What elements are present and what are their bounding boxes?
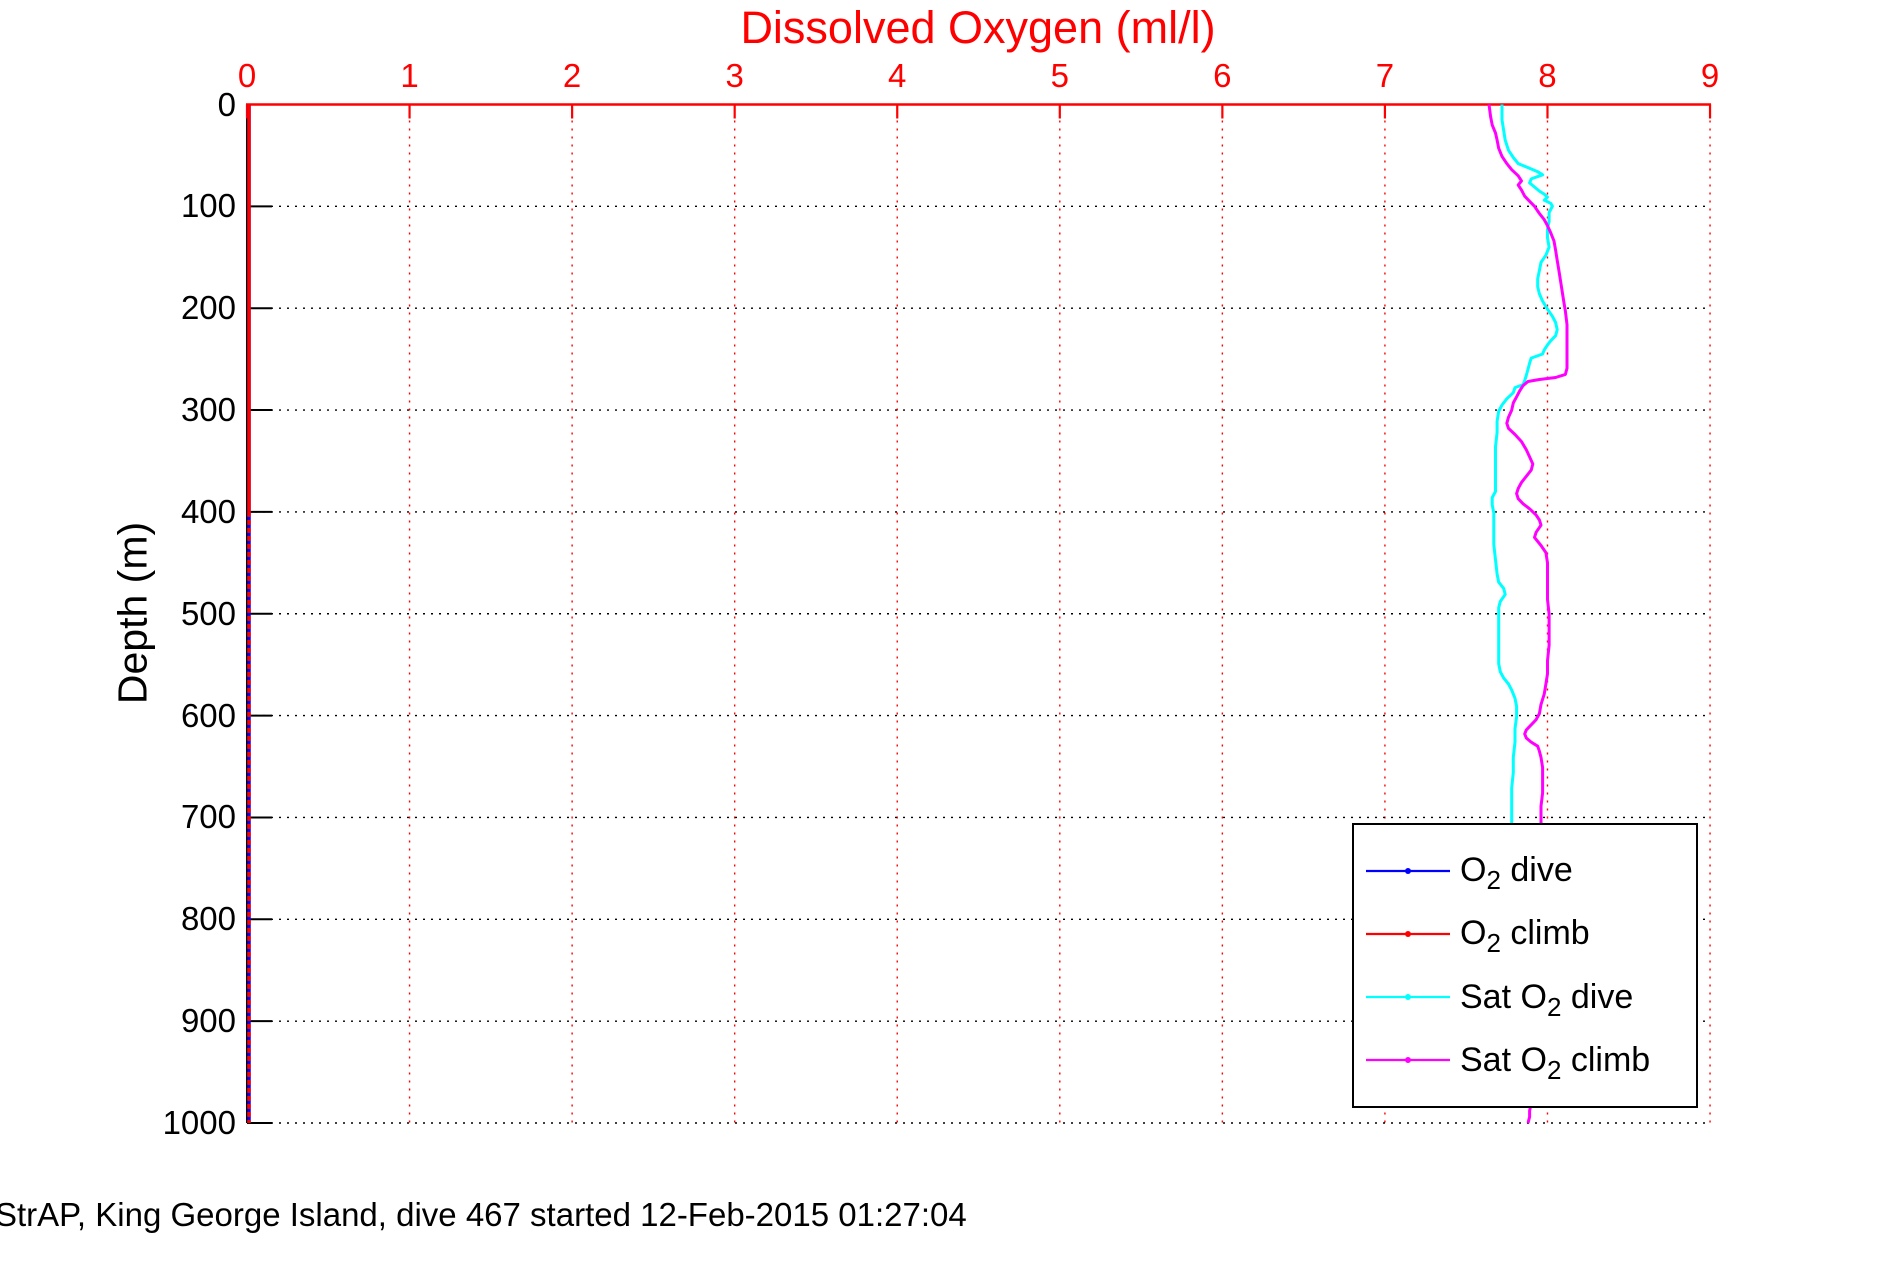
legend-marker-o2-dive (1405, 867, 1411, 874)
x-tick-label-0: 0 (237, 57, 257, 94)
figure-caption: StrAP, King George Island, dive 467 star… (0, 1196, 967, 1233)
y-tick-label-700: 700 (180, 798, 236, 836)
legend-sample-line-o2-climb (1366, 930, 1450, 937)
y-tick-label-900: 900 (180, 1002, 236, 1040)
legend-sample-line-o2-dive (1366, 867, 1450, 874)
x-tick-label-8: 8 (1538, 57, 1557, 94)
x-tick-label-9: 9 (1700, 57, 1720, 94)
legend-sample-line-sat-o2-dive (1366, 994, 1450, 1001)
y-tick-label-200: 200 (180, 289, 236, 327)
x-tick-label-7: 7 (1375, 57, 1395, 94)
x-tick-label-2: 2 (562, 57, 582, 94)
legend-sample-line-sat-o2-climb (1366, 1057, 1450, 1064)
x-tick-label-5: 5 (1050, 57, 1069, 94)
legend-marker-sat-o2-climb (1405, 1057, 1411, 1064)
legend-label-sat-o2-climb: Sat O2 climb (1460, 1040, 1651, 1085)
legend-marker-sat-o2-dive (1405, 994, 1411, 1001)
y-tick-label-300: 300 (180, 391, 236, 429)
legend-item-o2-climb: O2 climb (1354, 902, 1696, 965)
legend-item-sat-o2-climb: Sat O2 climb (1354, 1029, 1696, 1092)
trace-sat-o2-climb (1487, 104, 1569, 1124)
y-tick-label-0: 0 (217, 85, 236, 123)
y-tick-label-100: 100 (180, 187, 236, 225)
legend-marker-o2-climb (1405, 930, 1411, 937)
y-tick-label-400: 400 (180, 492, 236, 530)
legend-label-o2-climb: O2 climb (1460, 914, 1590, 959)
legend: O2 dive O2 climb Sat O2 dive Sat O2 climb (1352, 823, 1698, 1108)
chart-title: Dissolved Oxygen (ml/l) (740, 2, 1216, 53)
legend-label-sat-o2-dive: Sat O2 dive (1460, 977, 1634, 1022)
y-tick-label-800: 800 (180, 900, 236, 938)
legend-item-sat-o2-dive: Sat O2 dive (1354, 966, 1696, 1029)
legend-label-o2-dive: O2 dive (1460, 851, 1573, 895)
x-tick-label-1: 1 (400, 57, 419, 94)
x-tick-label-6: 6 (1213, 57, 1232, 94)
y-axis-label: Depth (m) (109, 521, 156, 705)
y-tick-label-500: 500 (180, 594, 236, 632)
y-tick-label-1000: 1000 (162, 1104, 236, 1141)
trace-sat-o2-dive (1490, 104, 1559, 828)
legend-item-o2-dive: O2 dive (1354, 839, 1696, 902)
x-tick-label-3: 3 (725, 57, 744, 94)
y-tick-label-600: 600 (180, 696, 236, 734)
x-tick-label-4: 4 (888, 57, 907, 94)
